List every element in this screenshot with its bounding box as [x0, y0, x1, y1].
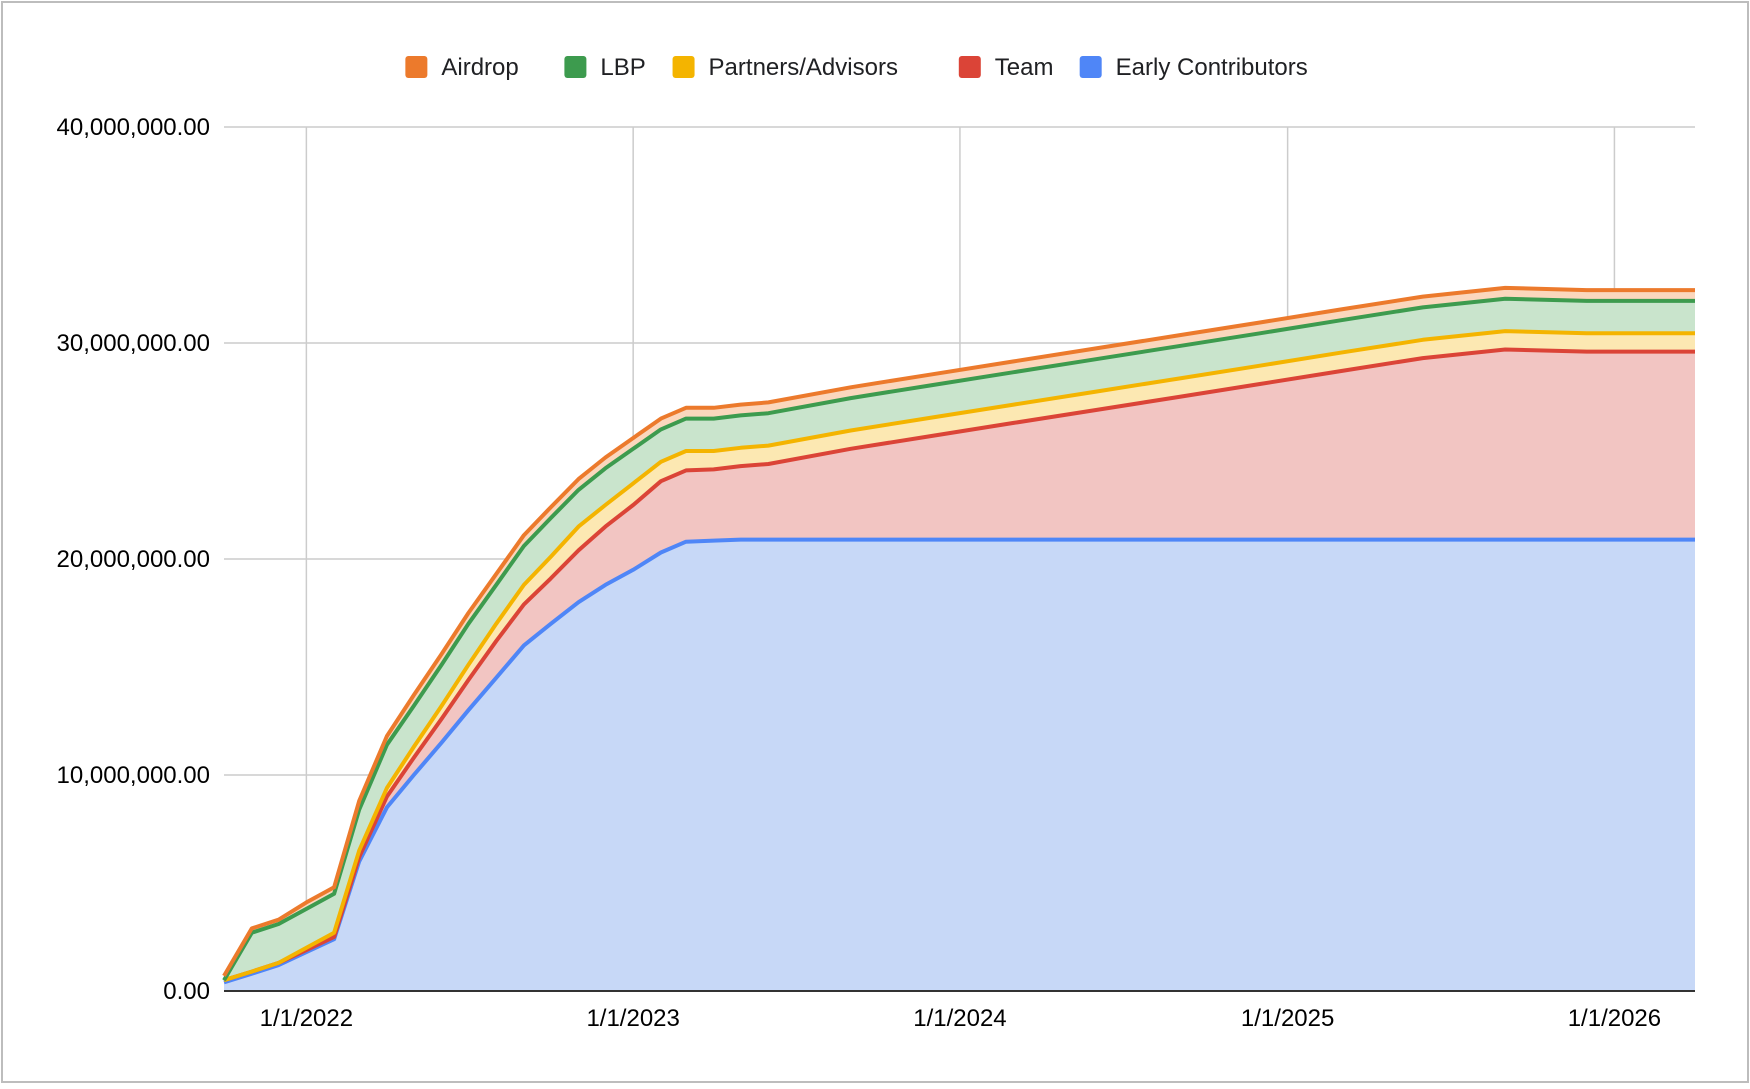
series-areas [224, 287, 1695, 991]
legend-label: Team [995, 54, 1054, 81]
legend-swatch [1079, 56, 1102, 78]
area-team [224, 349, 1695, 983]
y-axis-ticks: 0.00 10,000,000.00 20,000,000.00 30,000,000… [57, 114, 210, 1005]
legend: Airdrop LBP Partners/Advisors Team Early Con… [405, 54, 1308, 81]
legend-label: Airdrop [441, 54, 518, 81]
legend-item-lbp[interactable]: LBP [564, 54, 646, 81]
legend-swatch [958, 56, 981, 78]
legend-item-airdrop[interactable]: Airdrop [405, 54, 519, 81]
y-tick-label: 40,000,000.00 [57, 114, 210, 141]
legend-item-early-contributors[interactable]: Early Contributors [1079, 54, 1308, 81]
legend-swatch [672, 56, 695, 78]
line-airdrop [222, 285, 1695, 977]
area-early-contributors [224, 539, 1695, 991]
line-partners-advisors [223, 329, 1695, 983]
legend-swatch [405, 56, 428, 78]
legend-item-team[interactable]: Team [958, 54, 1054, 81]
y-tick-label: 20,000,000.00 [57, 546, 210, 573]
line-lbp [222, 296, 1695, 982]
y-tick-label: 30,000,000.00 [57, 330, 210, 357]
y-tick-label: 0.00 [163, 978, 210, 1005]
x-axis-ticks: 1/1/2022 1/1/2023 1/1/2024 1/1/2025 1/1/2026 [260, 1005, 1661, 1032]
x-tick-label: 1/1/2024 [913, 1005, 1006, 1032]
series-lines [222, 285, 1695, 985]
legend-label: Early Contributors [1116, 54, 1308, 81]
line-team [223, 347, 1695, 983]
legend-label: LBP [600, 54, 645, 81]
x-tick-label: 1/1/2023 [586, 1005, 679, 1032]
legend-swatch [564, 56, 587, 78]
x-tick-label: 1/1/2026 [1568, 1005, 1661, 1032]
y-tick-label: 10,000,000.00 [57, 762, 210, 789]
line-early-contributors [223, 537, 1695, 985]
x-tick-label: 1/1/2025 [1241, 1005, 1334, 1032]
legend-item-partners-advisors[interactable]: Partners/Advisors [672, 54, 898, 81]
legend-label: Partners/Advisors [709, 54, 898, 81]
x-tick-label: 1/1/2022 [260, 1005, 353, 1032]
